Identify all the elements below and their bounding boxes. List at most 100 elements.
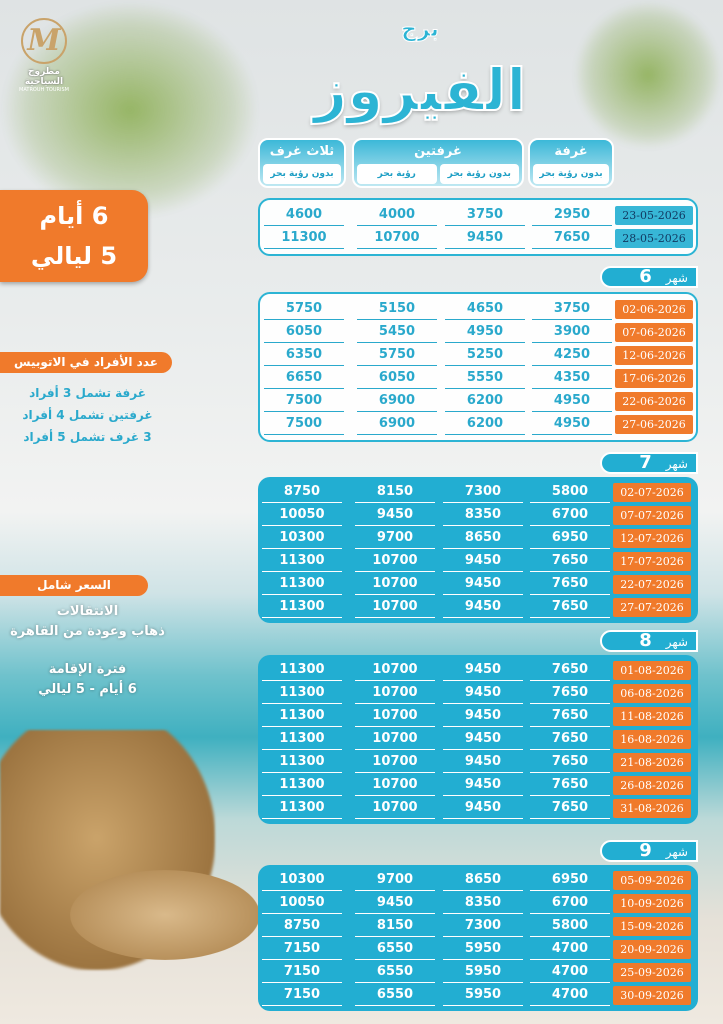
price-cell: 6050 [357, 368, 437, 389]
table-row: 12-06-2026 4250 5250 5750 6350 [260, 344, 696, 367]
price-block: 05-09-2026 6950 8650 9700 10300 10-09-2026 670… [258, 865, 698, 1011]
price-cell: 8650 [443, 528, 523, 549]
month-word: شهر [665, 635, 688, 649]
month-word: شهر [665, 845, 688, 859]
price-cell: 4700 [530, 985, 610, 1006]
price-cell: 10700 [357, 228, 437, 249]
table-row: 07-06-2026 3900 4950 5450 6050 [260, 321, 696, 344]
price-cell: 7650 [530, 683, 610, 704]
month-number: 9 [639, 840, 652, 861]
trip-date: 20-09-2026 [613, 940, 691, 959]
logo: M مطروح السياحية MATROUH TOURISM [14, 18, 74, 93]
trip-date: 25-09-2026 [613, 963, 691, 982]
trip-date: 12-07-2026 [613, 529, 691, 548]
price-cell: 10700 [355, 798, 435, 819]
price-cell: 5150 [357, 299, 437, 320]
price-cell: 7500 [264, 414, 344, 435]
price-cell: 9450 [443, 597, 523, 618]
price-cell: 5550 [445, 368, 525, 389]
trip-date: 27-07-2026 [613, 598, 691, 617]
price-cell: 6950 [530, 870, 610, 891]
price-cell: 5750 [264, 299, 344, 320]
price-cell: 10050 [262, 505, 342, 526]
price-cell: 9450 [443, 551, 523, 572]
price-cell: 11300 [262, 660, 342, 681]
table-row: 26-08-2026 7650 9450 10700 11300 [258, 774, 698, 797]
price-cell: 6200 [445, 391, 525, 412]
title-main: الفيروز [313, 55, 528, 125]
hotel-title: برج الفيروز [250, 16, 590, 134]
price-cell: 4600 [264, 205, 344, 226]
price-cell: 4700 [530, 962, 610, 983]
table-row: 27-07-2026 7650 9450 10700 11300 [258, 596, 698, 619]
price-cell: 10700 [355, 683, 435, 704]
includes-info: الانتقالات ذهاب وعودة من القاهرة فترة ال… [10, 604, 165, 697]
month-label: شهر 6 [600, 266, 698, 288]
trip-date: 26-08-2026 [613, 776, 691, 795]
trip-date: 16-08-2026 [613, 730, 691, 749]
price-cell: 10700 [355, 775, 435, 796]
price-cell: 3900 [532, 322, 612, 343]
price-cell: 11300 [262, 706, 342, 727]
table-row: 22-07-2026 7650 9450 10700 11300 [258, 573, 698, 596]
table-row: 22-06-2026 4950 6200 6900 7500 [260, 390, 696, 413]
trip-date: 22-06-2026 [615, 392, 693, 411]
price-cell: 7300 [443, 482, 523, 503]
duration-badge: 6 أيام 5 ليالي [0, 190, 148, 282]
price-cell: 7650 [530, 729, 610, 750]
price-cell: 8350 [443, 893, 523, 914]
table-row: 07-07-2026 6700 8350 9450 10050 [258, 504, 698, 527]
includes-label: السعر شامل [0, 575, 148, 596]
table-row: 02-07-2026 5800 7300 8150 8750 [258, 481, 698, 504]
price-cell: 8750 [262, 482, 342, 503]
price-cell: 5950 [443, 985, 523, 1006]
price-cell: 11300 [262, 551, 342, 572]
table-row: 02-06-2026 3750 4650 5150 5750 [260, 298, 696, 321]
trip-date: 10-09-2026 [613, 894, 691, 913]
price-cell: 10700 [355, 660, 435, 681]
table-row: 06-08-2026 7650 9450 10700 11300 [258, 682, 698, 705]
price-cell: 3750 [532, 299, 612, 320]
price-cell: 7650 [530, 752, 610, 773]
price-cell: 5450 [357, 322, 437, 343]
price-cell: 7650 [530, 775, 610, 796]
table-row: 25-09-2026 4700 5950 6550 7150 [258, 961, 698, 984]
trip-date: 28-05-2026 [615, 229, 693, 248]
table-row: 17-06-2026 4350 5550 6050 6650 [260, 367, 696, 390]
price-cell: 4250 [532, 345, 612, 366]
price-cell: 9450 [443, 775, 523, 796]
title-small: برج [401, 17, 440, 43]
price-cell: 11300 [262, 683, 342, 704]
table-row: 15-09-2026 5800 7300 8150 8750 [258, 915, 698, 938]
price-cell: 5950 [443, 962, 523, 983]
price-cell: 7650 [532, 228, 612, 249]
table-row: 31-08-2026 7650 9450 10700 11300 [258, 797, 698, 820]
price-cell: 6700 [530, 893, 610, 914]
price-cell: 5950 [443, 939, 523, 960]
price-cell: 7650 [530, 574, 610, 595]
month-label: شهر 8 [600, 630, 698, 652]
bus-label: عدد الأفراد في الاتوبيس [0, 352, 172, 373]
price-cell: 7650 [530, 551, 610, 572]
price-cell: 6050 [264, 322, 344, 343]
price-cell: 5750 [357, 345, 437, 366]
price-cell: 7300 [443, 916, 523, 937]
price-cell: 11300 [262, 729, 342, 750]
price-cell: 10700 [355, 574, 435, 595]
trip-date: 21-08-2026 [613, 753, 691, 772]
price-cell: 9450 [443, 574, 523, 595]
header-three-rooms: ثلاث غرف بدون رؤية بحر [258, 138, 346, 188]
header-two-rooms: غرفتين بدون رؤية بحر رؤية بحر [352, 138, 524, 188]
trip-date: 05-09-2026 [613, 871, 691, 890]
price-cell: 11300 [262, 798, 342, 819]
trip-date: 17-07-2026 [613, 552, 691, 571]
table-row: 16-08-2026 7650 9450 10700 11300 [258, 728, 698, 751]
table-row: 23-05-2026 2950 3750 4000 4600 [260, 204, 696, 227]
price-cell: 10300 [262, 528, 342, 549]
price-cell: 6550 [355, 939, 435, 960]
trip-date: 12-06-2026 [615, 346, 693, 365]
price-cell: 7650 [530, 798, 610, 819]
price-cell: 10300 [262, 870, 342, 891]
price-cell: 4000 [357, 205, 437, 226]
price-cell: 6650 [264, 368, 344, 389]
